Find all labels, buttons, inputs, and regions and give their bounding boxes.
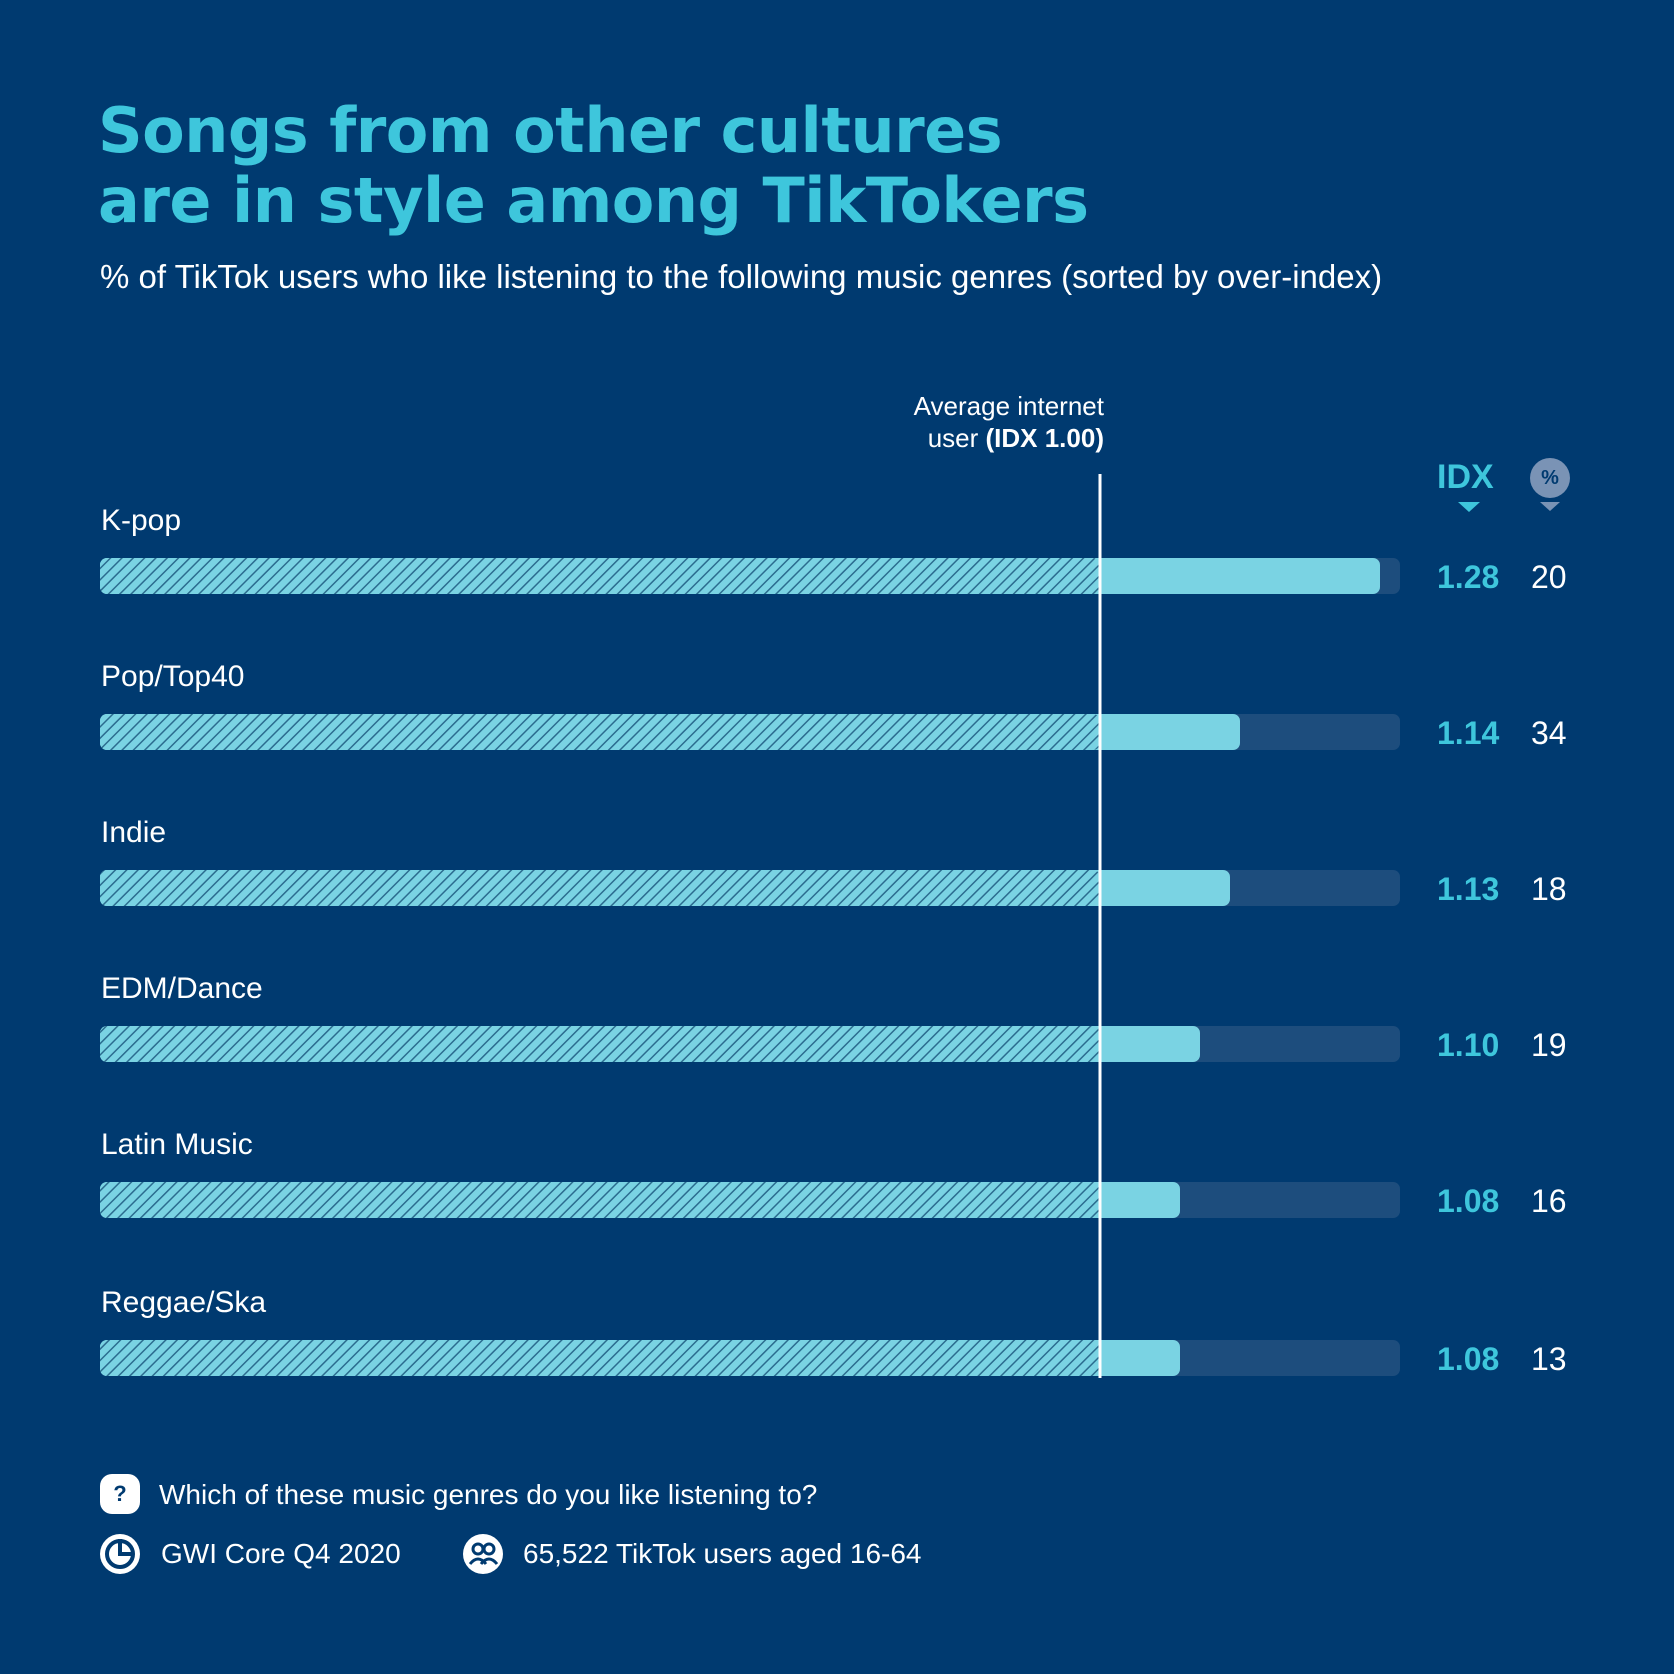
reference-label: Average internet user (IDX 1.00) [850,390,1104,454]
category-label: Reggae/Ska [101,1286,266,1319]
percent-value-label: 18 [1531,871,1567,907]
bar-hatched [100,1026,1100,1062]
idx-value-label: 1.08 [1437,1183,1499,1219]
reference-label-idx: (IDX 1.00) [985,423,1105,453]
percent-sort-arrow-icon [1540,502,1560,511]
bar-hatched [100,870,1100,906]
idx-value-label: 1.28 [1437,559,1499,595]
idx-value-label: 1.10 [1437,1027,1499,1063]
percent-value-label: 19 [1531,1027,1567,1063]
category-label: K-pop [101,504,181,537]
bar-hatched [100,1340,1100,1376]
idx-value-label: 1.14 [1437,715,1499,751]
percent-value-label: 13 [1531,1341,1567,1377]
category-label: EDM/Dance [101,972,263,1005]
category-label: Indie [101,816,166,849]
percent-value-label: 34 [1531,715,1567,751]
category-label: Latin Music [101,1128,253,1161]
percent-column-header: % [1530,458,1570,498]
idx-sort-arrow-icon [1458,502,1480,512]
idx-value-label: 1.08 [1437,1341,1499,1377]
idx-value-label: 1.13 [1437,871,1499,907]
title-line-1: Songs from other cultures [98,94,1003,167]
reference-label-line-2: user (IDX 1.00) [850,422,1104,454]
question-icon: ? [100,1474,140,1514]
users-icon [463,1534,503,1574]
bar-hatched [100,558,1100,594]
title-line-2: are in style among TikTokers [98,164,1089,237]
subtitle: % of TikTok users who like listening to … [100,258,1383,295]
percent-value-label: 20 [1531,559,1567,595]
page-title: Songs from other cultures are in style a… [98,96,1089,236]
idx-column-header: IDX [1437,458,1494,496]
reference-label-line-1: Average internet [913,391,1104,421]
percent-value-label: 16 [1531,1183,1567,1219]
category-label: Pop/Top40 [101,660,244,693]
reference-label-prefix: user [927,423,986,453]
footer-question: Which of these music genres do you like … [159,1479,818,1510]
bar-hatched [100,714,1100,750]
footer-source: GWI Core Q4 2020 [161,1538,401,1569]
footer-sample: 65,522 TikTok users aged 16-64 [523,1538,922,1569]
bar-hatched [100,1182,1100,1218]
gwi-logo-icon [100,1534,140,1574]
